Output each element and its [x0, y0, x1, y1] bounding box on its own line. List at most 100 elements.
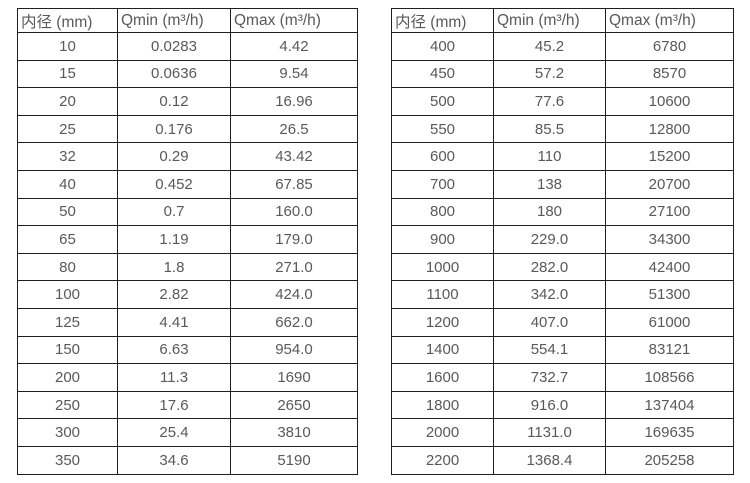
- table-cell: 0.29: [117, 142, 231, 171]
- table-row: 125 4.41 662.0: [17, 307, 358, 337]
- table-row: 1800 916.0 137404: [391, 390, 734, 420]
- table-row: 1100 342.0 51300: [391, 280, 734, 309]
- table-cell: 554.1: [493, 335, 606, 365]
- table-cell: 40: [17, 169, 118, 199]
- header-cell: 内径 (mm): [17, 8, 118, 33]
- table-row: 500 77.6 10600: [391, 87, 734, 116]
- table-cell: 2200: [391, 445, 494, 475]
- table-cell: 900: [391, 225, 494, 254]
- header-cell: Qmax (m³/h): [230, 8, 358, 33]
- table-row: 550 85.5 12800: [391, 114, 734, 144]
- table-row: 2200 1368.4 205258: [391, 445, 734, 475]
- table-cell: 400: [391, 32, 494, 61]
- header-cell: 内径 (mm): [391, 8, 494, 33]
- table-cell: 0.12: [117, 87, 231, 116]
- table-cell: 20: [17, 87, 118, 116]
- table-cell: 1000: [391, 252, 494, 282]
- table-cell: 350: [17, 445, 118, 475]
- table-cell: 954.0: [230, 335, 358, 365]
- table-cell: 100: [17, 280, 118, 309]
- table-cell: 50: [17, 197, 118, 227]
- table-cell: 180: [493, 197, 606, 227]
- table-cell: 83121: [605, 335, 734, 365]
- table-row: 80 1.8 271.0: [17, 252, 358, 282]
- table-cell: 1131.0: [493, 418, 606, 447]
- table-cell: 0.7: [117, 197, 231, 227]
- table-cell: 1.19: [117, 225, 231, 254]
- table-row: 1600 732.7 108566: [391, 363, 734, 392]
- table-cell: 17.6: [117, 390, 231, 420]
- table-row: 1400 554.1 83121: [391, 335, 734, 365]
- table-cell: 450: [391, 59, 494, 89]
- header-row: 内径 (mm) Qmin (m³/h) Qmax (m³/h): [17, 8, 358, 33]
- table-cell: 65: [17, 225, 118, 254]
- header-cell: Qmax (m³/h): [605, 8, 734, 33]
- table-cell: 342.0: [493, 280, 606, 309]
- table-cell: 1690: [230, 363, 358, 392]
- table-cell: 700: [391, 169, 494, 199]
- table-row: 350 34.6 5190: [17, 445, 358, 475]
- table-cell: 271.0: [230, 252, 358, 282]
- table-cell: 137404: [605, 390, 734, 420]
- table-cell: 45.2: [493, 32, 606, 61]
- table-cell: 25: [17, 114, 118, 144]
- header-cell: Qmin (m³/h): [117, 8, 231, 33]
- table-cell: 51300: [605, 280, 734, 309]
- table-cell: 205258: [605, 445, 734, 475]
- table-cell: 282.0: [493, 252, 606, 282]
- table-cell: 200: [17, 363, 118, 392]
- table-row: 15 0.0636 9.54: [17, 59, 358, 89]
- table-row: 100 2.82 424.0: [17, 280, 358, 309]
- table-cell: 57.2: [493, 59, 606, 89]
- table-cell: 500: [391, 87, 494, 116]
- table-row: 400 45.2 6780: [391, 32, 734, 61]
- table-cell: 2000: [391, 418, 494, 447]
- table-cell: 0.452: [117, 169, 231, 199]
- table-row: 40 0.452 67.85: [17, 169, 358, 199]
- table-cell: 250: [17, 390, 118, 420]
- table-cell: 25.4: [117, 418, 231, 447]
- table-cell: 5190: [230, 445, 358, 475]
- table-row: 20 0.12 16.96: [17, 87, 358, 116]
- table-cell: 1800: [391, 390, 494, 420]
- table-cell: 160.0: [230, 197, 358, 227]
- table-cell: 6.63: [117, 335, 231, 365]
- table-cell: 15200: [605, 142, 734, 171]
- table-cell: 916.0: [493, 390, 606, 420]
- table-cell: 1200: [391, 307, 494, 337]
- table-cell: 407.0: [493, 307, 606, 337]
- table-cell: 85.5: [493, 114, 606, 144]
- table-row: 150 6.63 954.0: [17, 335, 358, 365]
- table-cell: 43.42: [230, 142, 358, 171]
- table-cell: 10: [17, 32, 118, 61]
- table-cell: 600: [391, 142, 494, 171]
- header-row: 内径 (mm) Qmin (m³/h) Qmax (m³/h): [391, 8, 734, 33]
- table-row: 300 25.4 3810: [17, 418, 358, 447]
- table-cell: 550: [391, 114, 494, 144]
- table-row: 250 17.6 2650: [17, 390, 358, 420]
- table-row: 32 0.29 43.42: [17, 142, 358, 171]
- table-cell: 138: [493, 169, 606, 199]
- table-cell: 662.0: [230, 307, 358, 337]
- table-row: 800 180 27100: [391, 197, 734, 227]
- table-cell: 4.41: [117, 307, 231, 337]
- table-cell: 67.85: [230, 169, 358, 199]
- table-row: 25 0.176 26.5: [17, 114, 358, 144]
- table-cell: 12800: [605, 114, 734, 144]
- table-cell: 108566: [605, 363, 734, 392]
- table-cell: 26.5: [230, 114, 358, 144]
- table-cell: 8570: [605, 59, 734, 89]
- table-cell: 77.6: [493, 87, 606, 116]
- table-row: 10 0.0283 4.42: [17, 32, 358, 61]
- table-row: 900 229.0 34300: [391, 225, 734, 254]
- table-cell: 4.42: [230, 32, 358, 61]
- table-cell: 10600: [605, 87, 734, 116]
- table-cell: 42400: [605, 252, 734, 282]
- table-cell: 32: [17, 142, 118, 171]
- table-cell: 15: [17, 59, 118, 89]
- table-cell: 9.54: [230, 59, 358, 89]
- table-cell: 1600: [391, 363, 494, 392]
- table-row: 1000 282.0 42400: [391, 252, 734, 282]
